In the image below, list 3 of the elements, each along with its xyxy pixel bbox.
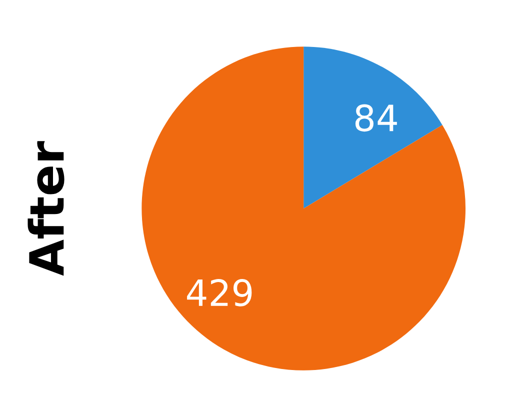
data-label: 84	[355, 104, 397, 132]
data-label: 429	[187, 279, 252, 306]
text: After	[28, 141, 64, 276]
